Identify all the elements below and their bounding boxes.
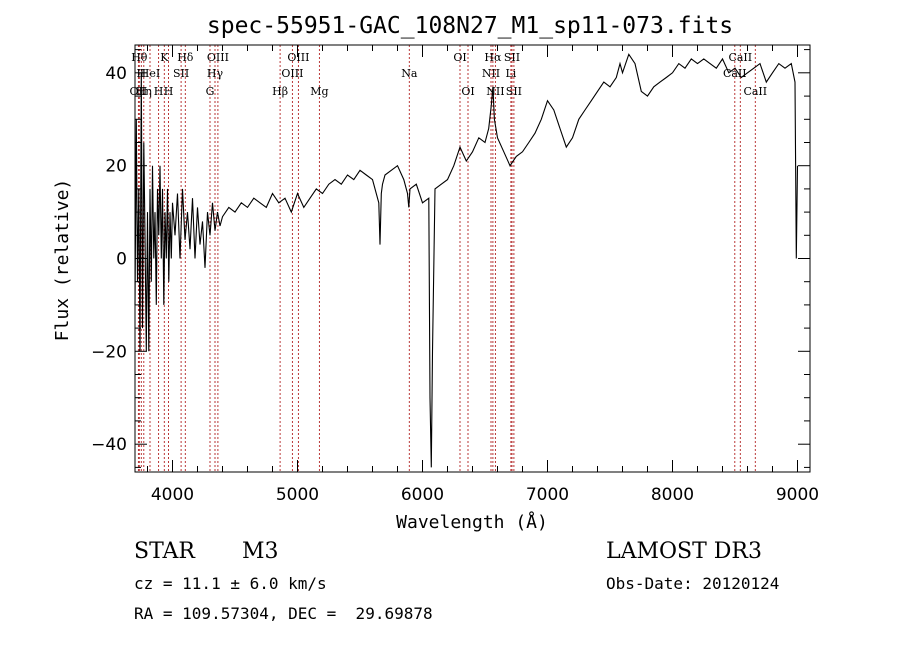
object-subclass: M3 bbox=[242, 539, 279, 564]
coordinates: RA = 109.57304, DEC = 29.69878 bbox=[134, 604, 433, 623]
spectral-line-label: Hθ bbox=[131, 51, 148, 64]
spectral-line-labels: HθHOIIHηHeIHKHSIIHδGHγOIIIHβOIIIOIIIMgNa… bbox=[130, 51, 768, 98]
spectral-line-label: HeI bbox=[140, 67, 160, 80]
y-tick-label: −40 bbox=[91, 435, 127, 455]
spectral-line-label: OI bbox=[461, 85, 474, 98]
y-tick-label: −20 bbox=[91, 342, 127, 362]
spectral-line-label: OII bbox=[130, 85, 148, 98]
x-axis-label: Wavelength (Å) bbox=[396, 511, 548, 533]
plot-frame bbox=[134, 44, 811, 473]
y-axis-ticks: −40 −20 0 20 40 bbox=[91, 49, 810, 468]
spectral-line-label: OIII bbox=[207, 51, 229, 64]
spectral-line-label: OIII bbox=[281, 67, 303, 80]
spectral-line-markers bbox=[137, 45, 756, 472]
spectral-line-label: Li bbox=[505, 67, 516, 80]
x-tick-label: 7000 bbox=[526, 485, 569, 505]
spectral-line-label: OI bbox=[453, 51, 466, 64]
spectral-line-label: H bbox=[154, 85, 164, 98]
chart-title: spec-55951-GAC_108N27_M1_sp11-073.fits bbox=[207, 13, 733, 39]
spectral-line-label: NII bbox=[486, 85, 504, 98]
spectral-line-label: K bbox=[160, 51, 169, 64]
spectral-line-label: Hα bbox=[484, 51, 502, 64]
spectrum-line bbox=[134, 53, 799, 468]
x-tick-label: 6000 bbox=[401, 485, 444, 505]
redshift-velocity: cz = 11.1 ± 6.0 km/s bbox=[134, 574, 327, 593]
spectral-line-label: SII bbox=[504, 51, 520, 64]
y-tick-label: 40 bbox=[105, 64, 127, 84]
spectral-line-label: Hη bbox=[136, 85, 152, 98]
spectral-line-label: H bbox=[164, 85, 174, 98]
y-tick-label: 0 bbox=[116, 250, 127, 270]
spectral-line-label: OIII bbox=[287, 51, 309, 64]
x-axis-ticks: 4000 5000 6000 7000 8000 9000 bbox=[147, 45, 819, 505]
spectral-line-label: Hγ bbox=[207, 67, 224, 80]
spectral-line-label: Na bbox=[401, 67, 418, 80]
spectral-line-label: CaII bbox=[728, 51, 752, 64]
object-class: STAR bbox=[134, 539, 195, 564]
spectral-line-label: Hβ bbox=[272, 85, 288, 98]
spectral-line-label: Hδ bbox=[177, 51, 194, 64]
y-axis-label: Flux (relative) bbox=[52, 179, 73, 342]
spectral-line-label: SII bbox=[173, 67, 189, 80]
y-tick-label: 20 bbox=[105, 157, 127, 177]
x-tick-label: 9000 bbox=[776, 485, 819, 505]
spectral-line-label: NII bbox=[482, 67, 500, 80]
x-tick-label: 4000 bbox=[151, 485, 194, 505]
spectral-line-label: G bbox=[206, 85, 215, 98]
spectral-line-label: Mg bbox=[310, 85, 328, 98]
x-tick-label: 8000 bbox=[651, 485, 694, 505]
x-tick-label: 5000 bbox=[276, 485, 319, 505]
survey-name: LAMOST DR3 bbox=[606, 539, 762, 564]
spectral-line-label: CaII bbox=[743, 85, 767, 98]
spectral-line-label: SII bbox=[506, 85, 522, 98]
observation-date: Obs-Date: 20120124 bbox=[606, 574, 780, 593]
